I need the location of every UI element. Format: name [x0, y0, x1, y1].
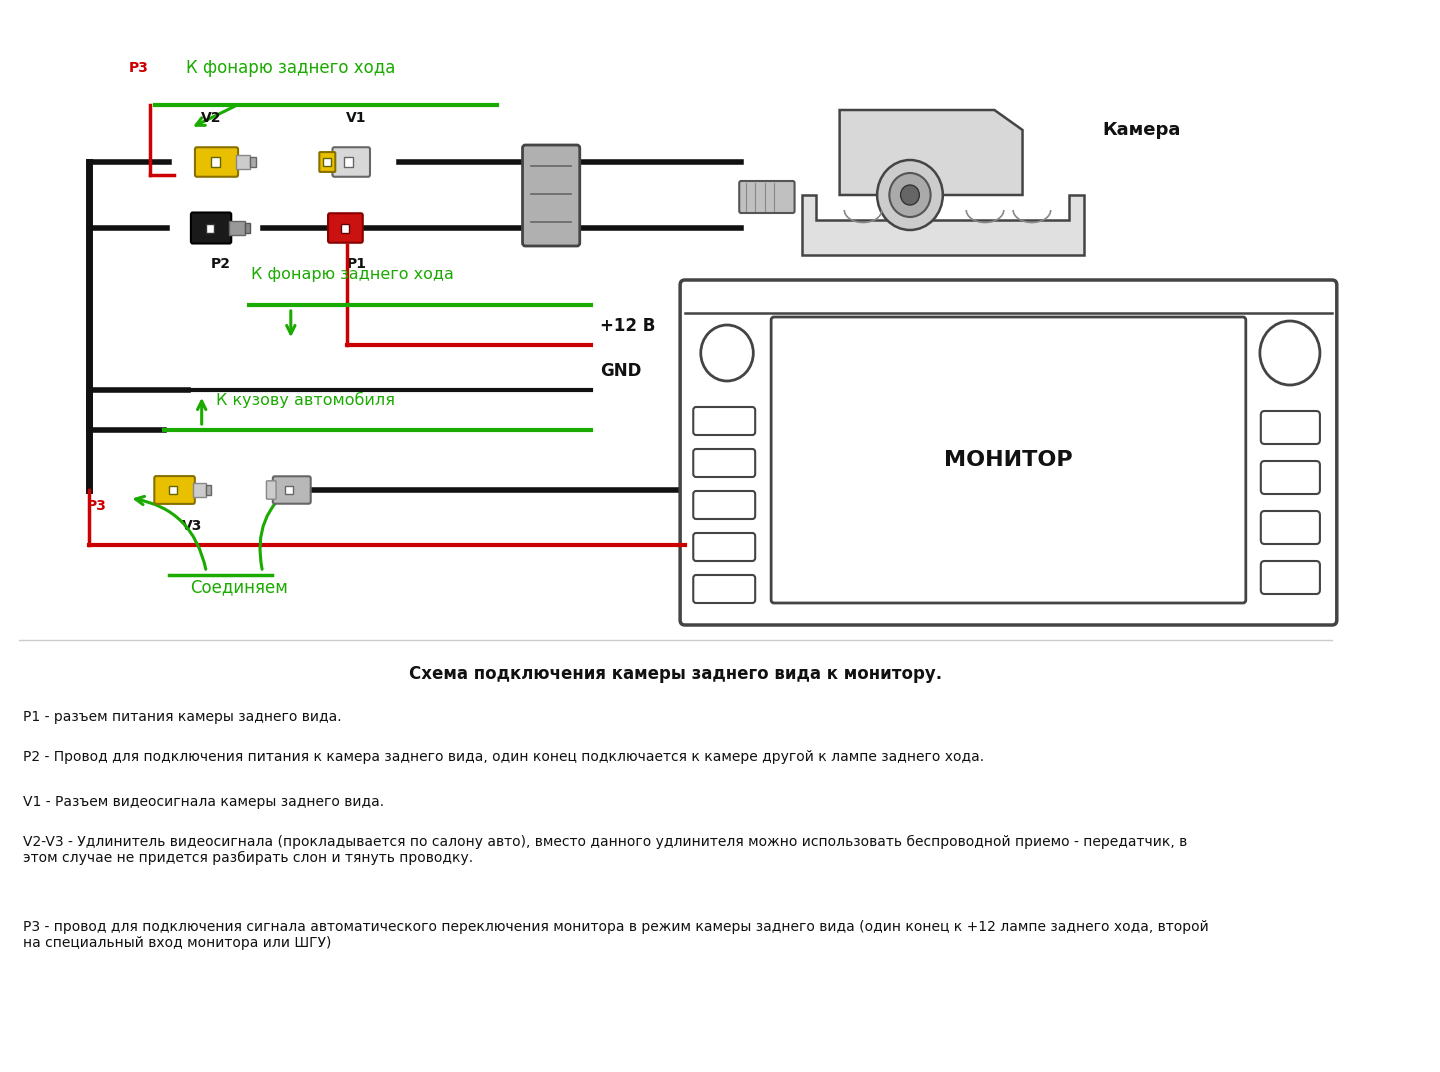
Bar	[341, 223, 350, 233]
Text: V1 - Разъем видеосигнала камеры заднего вида.: V1 - Разъем видеосигнала камеры заднего …	[23, 795, 384, 809]
FancyBboxPatch shape	[693, 533, 755, 561]
FancyBboxPatch shape	[693, 575, 755, 602]
Bar	[193, 483, 206, 496]
FancyBboxPatch shape	[1261, 511, 1320, 544]
FancyBboxPatch shape	[693, 407, 755, 435]
FancyBboxPatch shape	[739, 181, 795, 213]
FancyBboxPatch shape	[680, 280, 1336, 625]
Text: V1: V1	[346, 111, 367, 125]
FancyBboxPatch shape	[333, 147, 370, 177]
Text: К фонарю заднего хода: К фонарю заднего хода	[186, 59, 396, 77]
Bar	[236, 155, 251, 169]
Text: V2: V2	[200, 111, 222, 125]
FancyBboxPatch shape	[266, 481, 276, 500]
Text: V2-V3 - Удлинитель видеосигнала (прокладывается по салону авто), вместо данного : V2-V3 - Удлинитель видеосигнала (проклад…	[23, 835, 1188, 865]
Polygon shape	[840, 110, 1022, 195]
FancyBboxPatch shape	[693, 491, 755, 519]
Text: К фонарю заднего хода: К фонарю заднего хода	[252, 267, 454, 282]
Bar	[344, 158, 353, 167]
Bar	[245, 223, 249, 234]
Text: Схема подключения камеры заднего вида к монитору.: Схема подключения камеры заднего вида к …	[409, 665, 942, 683]
Text: +12 В: +12 В	[600, 317, 655, 334]
FancyBboxPatch shape	[1261, 461, 1320, 494]
Circle shape	[1260, 321, 1320, 385]
Circle shape	[701, 325, 753, 381]
Polygon shape	[802, 195, 1083, 255]
FancyBboxPatch shape	[693, 449, 755, 477]
FancyBboxPatch shape	[1261, 561, 1320, 594]
Text: P2: P2	[210, 257, 230, 271]
FancyBboxPatch shape	[523, 145, 580, 245]
FancyBboxPatch shape	[192, 212, 232, 243]
Text: GND: GND	[600, 362, 642, 379]
FancyBboxPatch shape	[320, 152, 336, 172]
FancyBboxPatch shape	[328, 213, 363, 242]
Bar	[206, 223, 215, 233]
Bar	[168, 486, 177, 494]
Text: МОНИТОР: МОНИТОР	[945, 450, 1073, 470]
Bar	[210, 158, 220, 167]
Text: Соединяем: Соединяем	[190, 578, 288, 596]
Text: P3: P3	[86, 498, 107, 513]
FancyBboxPatch shape	[772, 317, 1246, 602]
Text: V3: V3	[181, 519, 203, 533]
Text: P3: P3	[130, 61, 148, 75]
Bar	[251, 158, 256, 167]
Text: Камера: Камера	[1102, 121, 1181, 139]
Circle shape	[877, 160, 943, 230]
Text: К кузову автомобиля: К кузову автомобиля	[216, 392, 395, 408]
FancyBboxPatch shape	[194, 147, 238, 177]
Circle shape	[890, 173, 930, 217]
Text: P3 - провод для подключения сигнала автоматического переключения монитора в режи: P3 - провод для подключения сигнала авто…	[23, 920, 1210, 950]
Bar	[285, 486, 292, 494]
Bar	[323, 158, 331, 166]
FancyBboxPatch shape	[1261, 411, 1320, 444]
FancyBboxPatch shape	[272, 476, 311, 504]
Text: P1 - разъем питания камеры заднего вида.: P1 - разъем питания камеры заднего вида.	[23, 710, 343, 724]
Text: P2 - Провод для подключения питания к камера заднего вида, один конец подключает: P2 - Провод для подключения питания к ка…	[23, 750, 985, 764]
Bar	[206, 486, 212, 494]
Bar	[229, 221, 245, 236]
Circle shape	[900, 185, 919, 205]
FancyBboxPatch shape	[154, 476, 194, 504]
Text: P1: P1	[347, 257, 367, 271]
